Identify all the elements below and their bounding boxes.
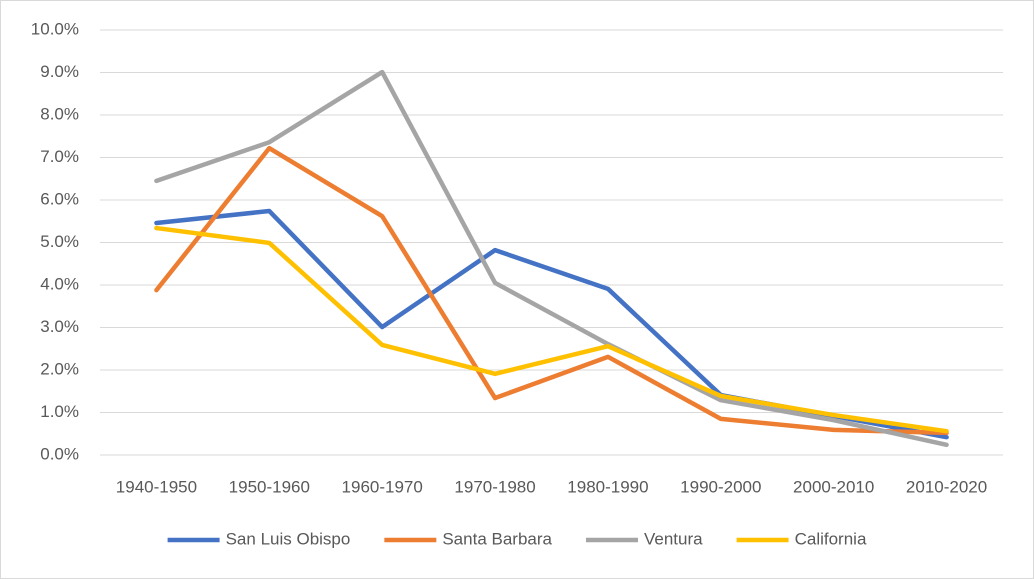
x-tick-label: 1940-1950 [116, 477, 197, 496]
series-line [154, 69, 949, 448]
y-tick-label: 3.0% [40, 317, 79, 336]
y-tick-label: 8.0% [40, 104, 79, 123]
legend-label: Ventura [644, 529, 703, 548]
series-line [154, 225, 949, 434]
x-tick-label: 1980-1990 [567, 477, 648, 496]
x-tick-label: 1970-1980 [454, 477, 535, 496]
y-tick-label: 9.0% [40, 62, 79, 81]
series-line [154, 145, 949, 436]
y-tick-label: 7.0% [40, 147, 79, 166]
x-tick-label: 1990-2000 [680, 477, 761, 496]
x-tick-label: 1960-1970 [342, 477, 423, 496]
legend-label: Santa Barbara [442, 529, 552, 548]
y-tick-label: 0.0% [40, 444, 79, 463]
y-tick-label: 6.0% [40, 189, 79, 208]
y-tick-label: 1.0% [40, 402, 79, 421]
y-tick-label: 4.0% [40, 274, 79, 293]
x-tick-label: 2000-2010 [793, 477, 874, 496]
y-tick-label: 2.0% [40, 359, 79, 378]
y-tick-label: 5.0% [40, 232, 79, 251]
y-tick-label: 10.0% [31, 19, 79, 38]
x-tick-label: 1950-1960 [229, 477, 310, 496]
legend-label: California [795, 529, 867, 548]
x-tick-label: 2010-2020 [906, 477, 987, 496]
legend-label: San Luis Obispo [226, 529, 351, 548]
